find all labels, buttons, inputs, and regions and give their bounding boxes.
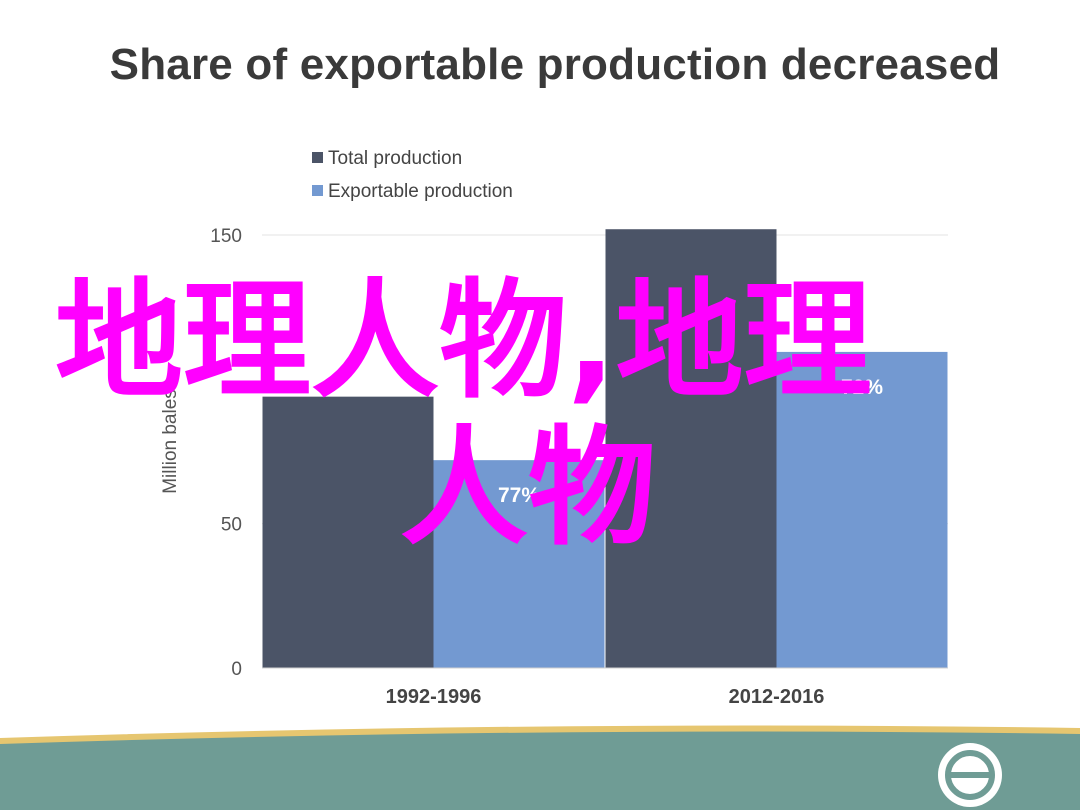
bars <box>262 229 948 668</box>
labels: 77% 72% <box>498 376 883 507</box>
x-tick-label: 1992-1996 <box>386 686 482 708</box>
footer-stripe <box>0 725 1080 744</box>
legend-label: Total production <box>328 148 462 169</box>
axes: 0 50 150 Million bales 1992-1996 2012-2016 <box>160 226 948 708</box>
legend: Total production Exportable production <box>312 148 513 202</box>
y-tick-label: 50 <box>221 515 242 536</box>
data-label: 72% <box>841 376 883 399</box>
y-tick-label: 0 <box>231 659 242 680</box>
footer-wave <box>0 728 1080 810</box>
y-axis-label: Million bales <box>160 389 181 494</box>
slide-title: Share of exportable production decreased <box>109 40 1001 89</box>
logo-icon <box>938 743 1002 807</box>
bar-exportable-1 <box>776 351 948 668</box>
x-tick-label: 2012-2016 <box>729 686 825 708</box>
bar-total-0 <box>262 396 434 668</box>
legend-label: Exportable production <box>328 181 513 202</box>
footer-band <box>0 725 1080 810</box>
y-tick-label: 150 <box>210 226 242 247</box>
overlay-text-line2: 人物 <box>400 414 657 563</box>
data-label: 77% <box>498 484 540 507</box>
bar-exportable-0 <box>433 460 605 668</box>
overlay-text-line1: 地理人物,地理 <box>55 267 872 416</box>
legend-swatch <box>312 185 323 196</box>
bar-total-1 <box>605 229 777 668</box>
legend-swatch <box>312 152 323 163</box>
